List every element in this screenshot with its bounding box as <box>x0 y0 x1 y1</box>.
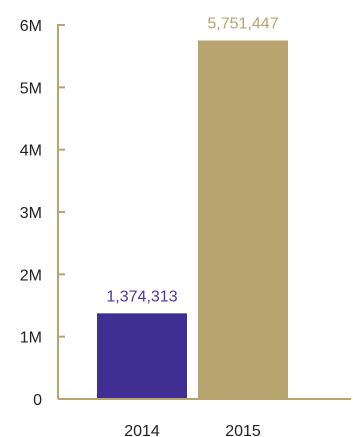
data-label-2015: 5,751,447 <box>207 15 278 32</box>
y-tick-label: 4M <box>20 143 42 160</box>
bar-2014 <box>97 313 187 399</box>
data-label-2014: 1,374,313 <box>106 288 177 305</box>
x-category-label-2014: 2014 <box>124 423 160 437</box>
y-tick-label: 0 <box>33 392 42 409</box>
y-tick-label: 2M <box>20 267 42 284</box>
bar-2015 <box>198 40 288 400</box>
y-tick-label: 6M <box>20 18 42 35</box>
y-tick-label: 5M <box>20 80 42 97</box>
y-tick-label: 3M <box>20 205 42 222</box>
x-axis: 2014 2015 <box>58 398 351 437</box>
bars <box>97 40 288 400</box>
data-labels: 1,374,313 5,751,447 <box>106 15 278 305</box>
x-category-label-2015: 2015 <box>225 423 261 437</box>
y-tick-label: 1M <box>20 330 42 347</box>
y-axis: 0 1M 2M 3M 4M 5M 6M <box>20 18 65 409</box>
